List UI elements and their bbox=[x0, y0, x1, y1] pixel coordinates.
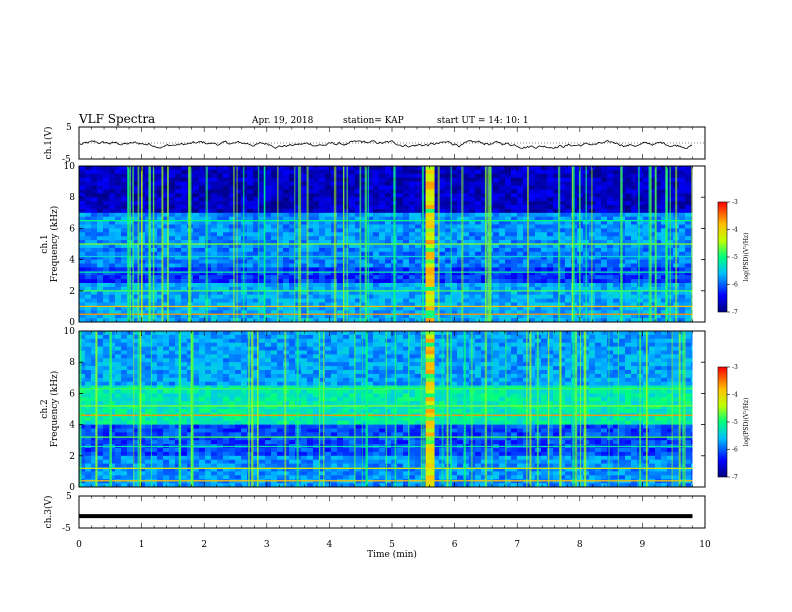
spec1-ytick: 4 bbox=[69, 256, 75, 266]
colorbar-tick: -6 bbox=[732, 447, 738, 454]
colorbar-tick: -5 bbox=[732, 419, 738, 426]
spec2-ytick: 2 bbox=[69, 452, 75, 462]
ch1-trace bbox=[79, 140, 693, 149]
colorbar-tick: -5 bbox=[732, 254, 738, 261]
colorbar-tick: -4 bbox=[732, 392, 738, 399]
ch1-spectrogram-image bbox=[79, 166, 705, 323]
colorbar-tick: -6 bbox=[732, 282, 738, 289]
ch1-ylabel: ch.1(V) bbox=[43, 127, 54, 160]
spec2-ytick: 0 bbox=[69, 483, 75, 493]
spec1-ytick: 8 bbox=[69, 193, 75, 203]
ch2-colorbar-label: log(PSD)(V²/Hz) bbox=[743, 398, 750, 447]
ch1-spec-ylabel-channel: ch.1 bbox=[40, 234, 50, 253]
spec1-ytick: 10 bbox=[64, 162, 76, 172]
colorbar-tick: -3 bbox=[732, 199, 738, 206]
spec1-ytick: 0 bbox=[69, 318, 75, 328]
x-tick-label: 7 bbox=[514, 540, 520, 550]
spec2-ytick: 8 bbox=[69, 358, 75, 368]
spec2-ytick: 6 bbox=[69, 389, 75, 399]
colorbar-tick: -3 bbox=[732, 364, 738, 371]
ch3-ylabel: ch.3(V) bbox=[43, 496, 54, 529]
station-label: station= KAP bbox=[343, 116, 404, 126]
colorbar-tick: -4 bbox=[732, 227, 738, 234]
ch1-spec-ylabel: Frequency (kHz) bbox=[49, 206, 60, 283]
ch3-ytick-bottom: -5 bbox=[62, 524, 71, 534]
ch2-spec-ylabel-channel: ch.2 bbox=[40, 399, 50, 418]
ch2-colorbar bbox=[717, 366, 728, 478]
x-tick-label: 4 bbox=[327, 540, 333, 550]
ch1-colorbar-label: log(PSD)(V²/Hz) bbox=[743, 233, 750, 282]
x-tick-label: 10 bbox=[699, 540, 711, 550]
x-tick-label: 8 bbox=[577, 540, 583, 550]
ch3-waveform-panel: 5 -5 ch.3(V) bbox=[43, 492, 706, 534]
x-tick-label: 9 bbox=[640, 540, 646, 550]
spec2-ytick: 10 bbox=[64, 327, 76, 337]
x-tick-label: 2 bbox=[201, 540, 207, 550]
x-tick-label: 6 bbox=[452, 540, 458, 550]
ch3-waveform-frame bbox=[78, 495, 706, 529]
x-tick-label: 0 bbox=[76, 540, 82, 550]
date-label: Apr. 19, 2018 bbox=[251, 116, 314, 126]
ch2-spectrogram-image bbox=[79, 331, 705, 488]
ch1-waveform-panel: 5 -5 ch.1(V) bbox=[43, 123, 706, 165]
figure-title: VLF Spectra bbox=[78, 112, 155, 126]
x-tick-label: 3 bbox=[264, 540, 270, 550]
ch1-colorbar bbox=[717, 201, 728, 313]
x-tick-label: 5 bbox=[389, 540, 395, 550]
x-axis: 0 1 2 3 4 5 6 7 8 9 10 bbox=[76, 127, 711, 550]
spec1-ytick: 2 bbox=[69, 287, 75, 297]
colorbar-tick: -7 bbox=[732, 474, 738, 481]
ch2-spec-ylabel: Frequency (kHz) bbox=[49, 371, 60, 448]
start-time-label: start UT = 14: 10: 1 bbox=[437, 116, 529, 126]
spec1-ytick: 6 bbox=[69, 224, 75, 234]
ch1-ytick-bottom: -5 bbox=[62, 155, 71, 165]
x-tick-label: 1 bbox=[139, 540, 145, 550]
spec2-ytick: 4 bbox=[69, 421, 75, 431]
ch3-ytick-top: 5 bbox=[66, 492, 72, 502]
ch1-ytick-top: 5 bbox=[66, 123, 72, 133]
colorbar-tick: -7 bbox=[732, 309, 738, 316]
x-axis-label: Time (min) bbox=[367, 549, 417, 560]
